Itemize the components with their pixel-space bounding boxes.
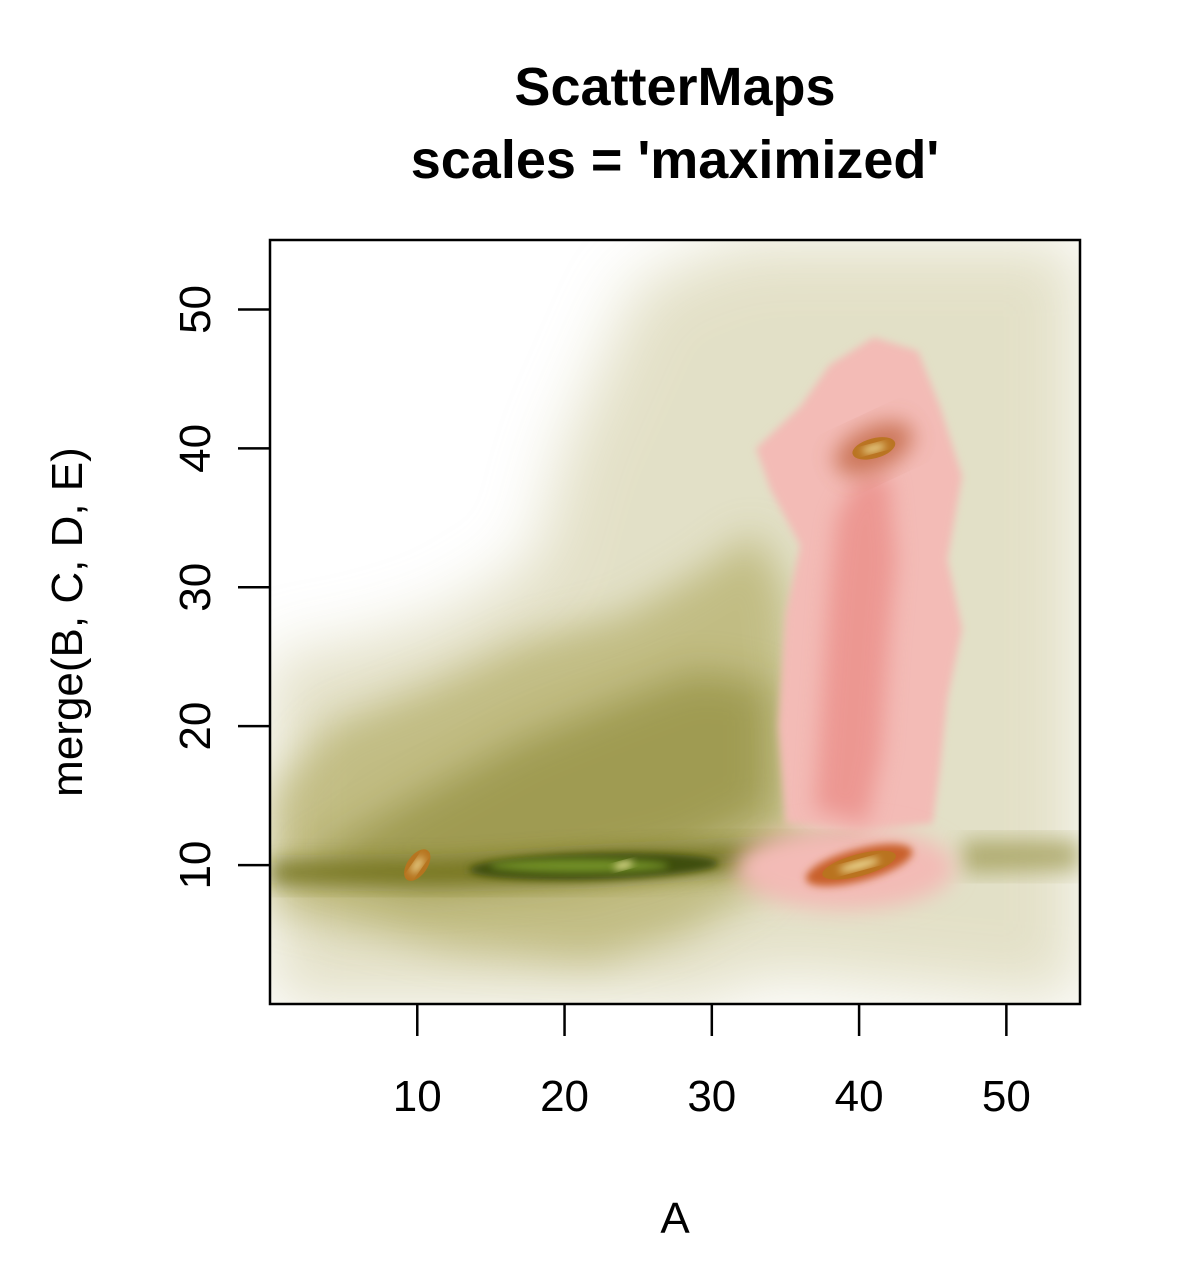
red-density-medium (814, 476, 896, 824)
olive-ridge-highlight (489, 858, 670, 873)
peak-point (862, 443, 886, 453)
peak-point (613, 861, 634, 870)
chart-subtitle: scales = 'maximized' (411, 130, 940, 190)
plot-frame (268, 238, 1082, 1006)
y-tick-label: 20 (171, 702, 220, 751)
y-axis: 10 20 30 40 50 (171, 285, 270, 890)
y-tick-label: 40 (171, 424, 220, 473)
x-axis-label: A (660, 1194, 690, 1243)
x-tick-label: 10 (393, 1072, 442, 1121)
y-axis-label: merge(B, C, D, E) (43, 447, 92, 797)
peak-point (838, 858, 880, 872)
y-tick-label: 30 (171, 563, 220, 612)
x-axis: 10 20 30 40 50 (393, 1004, 1031, 1121)
x-tick-label: 40 (835, 1072, 884, 1121)
x-tick-label: 20 (540, 1072, 589, 1121)
y-tick-label: 50 (171, 285, 220, 334)
olive-density-upper (299, 670, 771, 893)
peak-point (411, 856, 424, 874)
y-tick-label: 10 (171, 841, 220, 890)
x-tick-label: 30 (687, 1072, 736, 1121)
chart-title: ScatterMaps (514, 57, 835, 117)
x-tick-label: 50 (982, 1072, 1031, 1121)
olive-right-tail (962, 840, 1080, 874)
density-map (270, 240, 1080, 1004)
density-peaks (404, 437, 896, 881)
